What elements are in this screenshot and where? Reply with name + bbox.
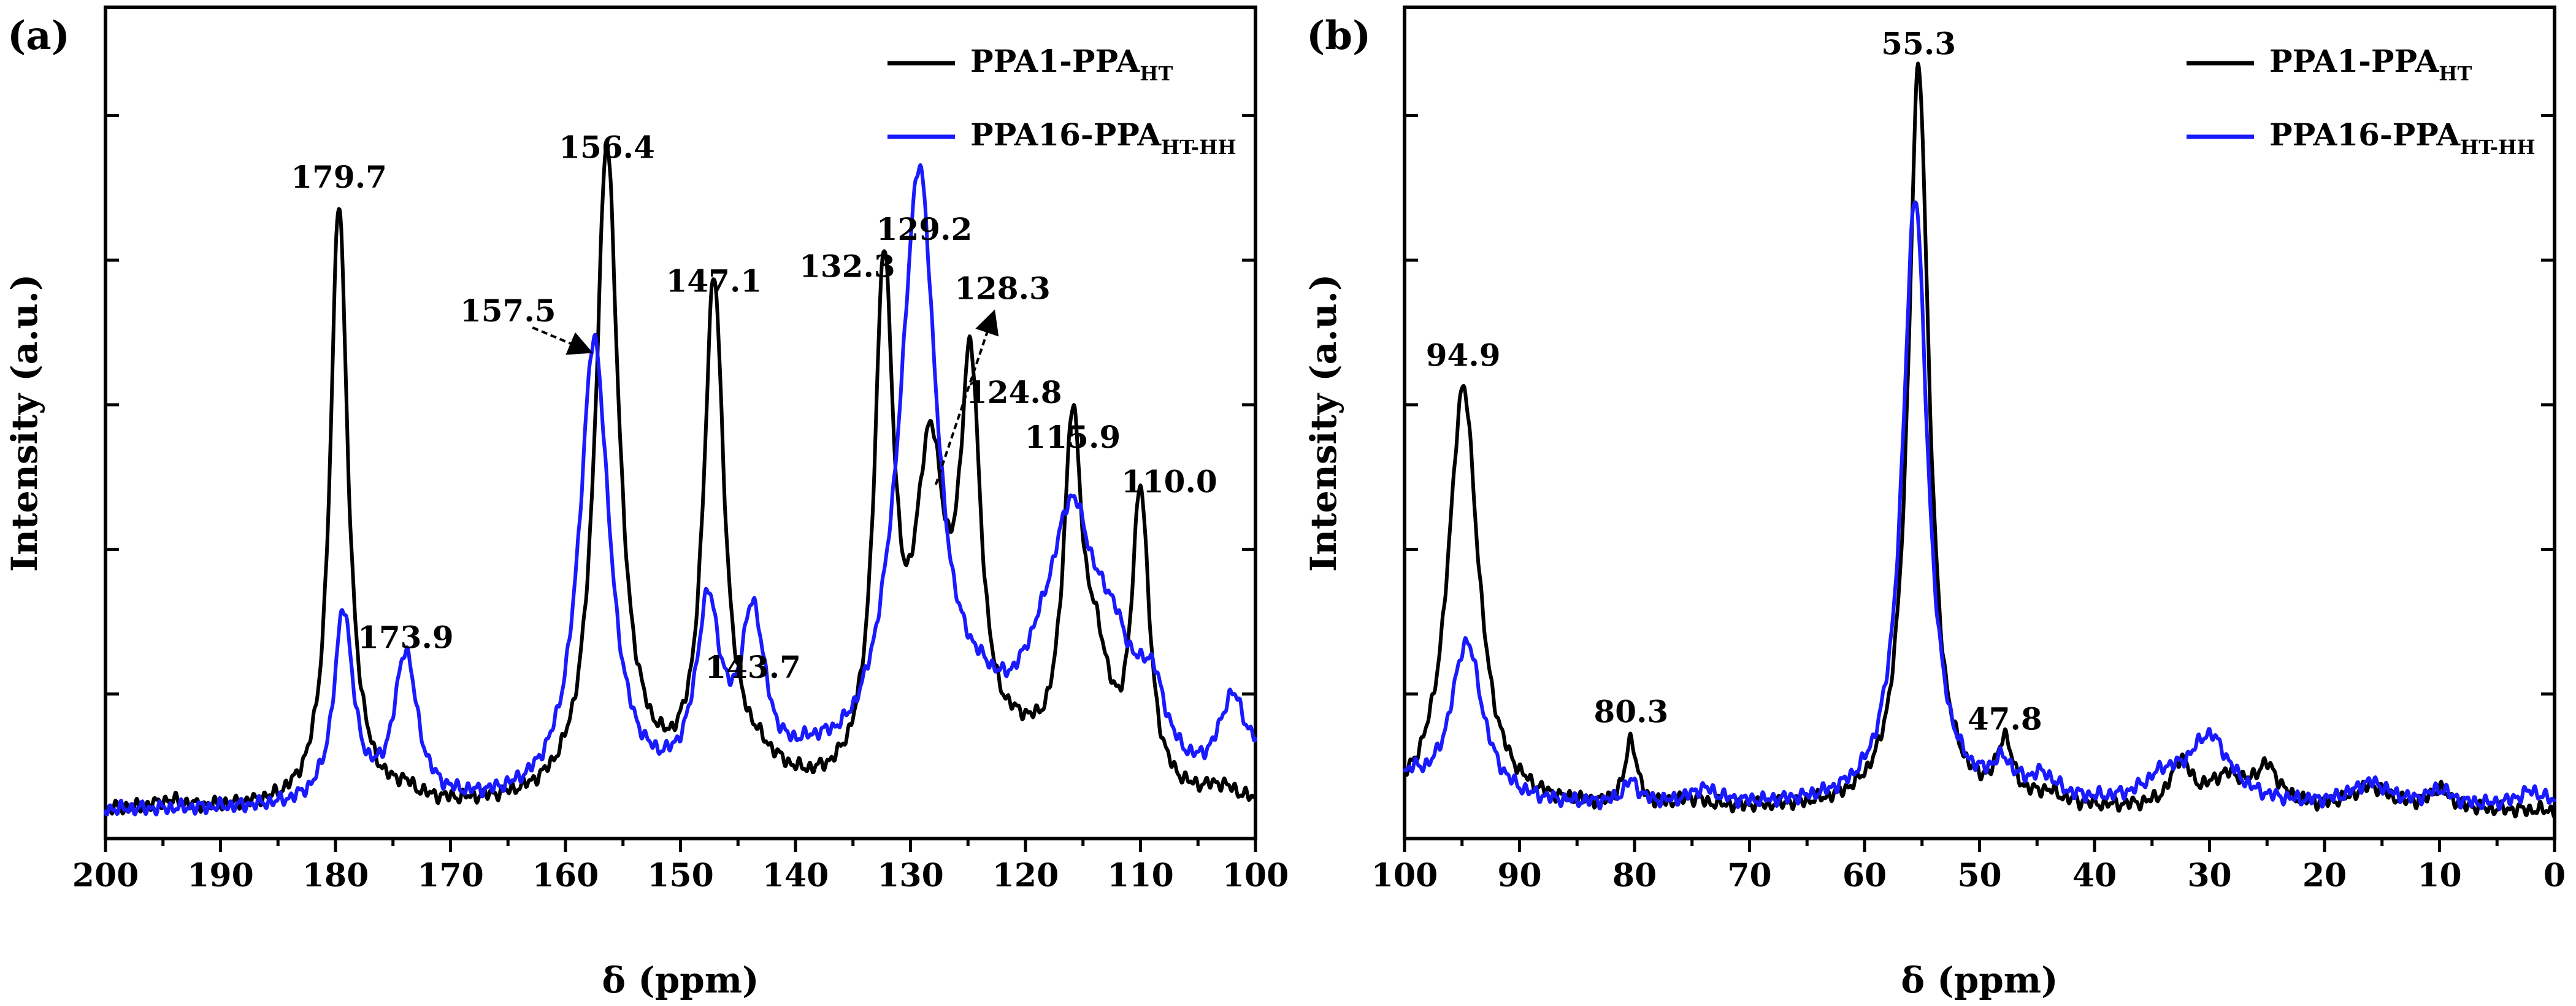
peak-label: 157.5: [460, 293, 556, 329]
x-tick-label: 140: [762, 857, 829, 894]
series-line-ppa16: [104, 163, 1257, 816]
x-tick-label: 0: [2543, 857, 2566, 894]
x-tick-label: 160: [532, 857, 599, 894]
x-tick-label: 60: [1842, 857, 1887, 894]
x-tick-label: 80: [1612, 857, 1657, 894]
x-tick-label: 30: [2187, 857, 2231, 894]
x-tick-label: 100: [1371, 857, 1438, 894]
legend-entry: PPA1-PPAHT: [2269, 43, 2472, 85]
x-axis-label: δ (ppm): [1901, 959, 2058, 1001]
x-tick-label: 40: [2072, 857, 2117, 894]
x-tick-label: 150: [647, 857, 714, 894]
x-tick-label: 50: [1957, 857, 2001, 894]
peak-arrow: [934, 309, 999, 485]
x-tick-label: 90: [1497, 857, 1541, 894]
peak-label: 147.1: [666, 263, 762, 299]
peak-label: 124.8: [966, 374, 1062, 410]
panel-b: 100 90 80 70 60 50 40 30 20 10 0δ (ppm)Intensity (…: [1303, 6, 2566, 1001]
series-line-ppa1: [104, 144, 1257, 816]
legend-entry: PPA1-PPAHT: [970, 43, 1173, 85]
x-tick-label: 190: [187, 857, 254, 894]
x-axis-label: δ (ppm): [602, 959, 759, 1001]
peak-label: 173.9: [358, 620, 454, 656]
peak-label: 80.3: [1593, 694, 1668, 730]
legend-entry: PPA16-PPAHT-HH: [970, 117, 1236, 159]
peak-label: 115.9: [1025, 419, 1121, 455]
x-tick-label: 170: [417, 857, 484, 894]
peak-label: 132.3: [799, 248, 895, 284]
peak-label: 110.0: [1121, 463, 1217, 499]
x-tick-label: 180: [302, 857, 369, 894]
panel-label: (b): [1306, 13, 1371, 59]
x-tick-label: 20: [2302, 857, 2347, 894]
peak-label: 47.8: [1968, 701, 2042, 737]
x-tick-label: 130: [877, 857, 944, 894]
peak-label: 129.2: [876, 211, 973, 247]
peak-label: 156.4: [559, 129, 655, 166]
peak-label: 143.7: [705, 649, 801, 685]
legend-entry: PPA16-PPAHT-HH: [2269, 117, 2536, 159]
peak-label: 179.7: [291, 159, 387, 195]
x-tick-label: 120: [992, 857, 1059, 894]
series-line-ppa16: [1403, 200, 2556, 812]
x-tick-label: 70: [1727, 857, 1771, 894]
peak-arrow: [532, 326, 593, 355]
peak-label: 55.3: [1881, 25, 1956, 61]
panel-a: 200 190 180 170 160 150 140 130 120 110 100 δ (ppm)…: [4, 6, 1289, 1001]
panel-label: (a): [7, 13, 70, 59]
peak-label: 128.3: [954, 271, 1051, 307]
x-tick-label: 10: [2417, 857, 2461, 894]
y-axis-label: Intensity (a.u.): [4, 274, 45, 572]
x-tick-label: 100: [1222, 857, 1289, 894]
y-axis-label: Intensity (a.u.): [1303, 274, 1344, 572]
x-tick-label: 110: [1107, 857, 1174, 894]
x-tick-label: 200: [72, 857, 139, 894]
peak-label: 94.9: [1426, 337, 1501, 374]
